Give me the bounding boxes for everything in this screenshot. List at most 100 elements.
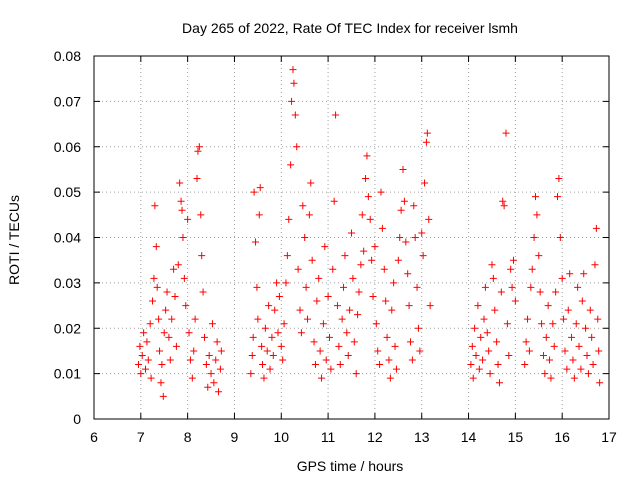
data-point	[542, 333, 550, 341]
data-point	[362, 175, 370, 183]
data-point	[371, 243, 379, 251]
data-point	[215, 388, 223, 396]
y-axis-label: ROTI / TECUs	[6, 195, 22, 285]
data-point	[592, 224, 600, 232]
data-point	[524, 315, 532, 323]
data-point	[260, 374, 268, 382]
data-point	[527, 283, 535, 291]
data-point	[377, 188, 385, 196]
y-tick-label: 0.08	[54, 48, 81, 64]
data-point	[485, 347, 493, 355]
data-point	[143, 338, 151, 346]
data-point	[338, 315, 346, 323]
data-point	[497, 288, 505, 296]
data-point	[474, 302, 482, 310]
data-point	[216, 365, 224, 373]
data-point	[294, 265, 302, 273]
data-point	[299, 202, 307, 210]
data-point	[275, 292, 283, 300]
data-point	[369, 292, 377, 300]
data-point	[483, 329, 491, 337]
data-point	[385, 356, 393, 364]
data-point	[422, 138, 430, 146]
data-point	[134, 361, 142, 369]
data-point	[343, 329, 351, 337]
data-point	[170, 265, 178, 273]
data-point	[336, 361, 344, 369]
x-tick-label: 12	[367, 429, 383, 445]
data-point	[340, 283, 348, 291]
data-point	[563, 365, 571, 373]
data-point	[354, 311, 362, 319]
data-point	[467, 361, 475, 369]
data-point	[147, 374, 155, 382]
data-point	[509, 256, 517, 264]
data-point	[316, 347, 324, 355]
data-point	[158, 361, 166, 369]
data-point	[538, 320, 546, 328]
data-point	[488, 261, 496, 269]
data-point	[285, 215, 293, 223]
data-point	[184, 215, 192, 223]
y-tick-label: 0.05	[54, 184, 81, 200]
data-point	[315, 274, 323, 282]
data-point	[153, 283, 161, 291]
data-point	[250, 188, 258, 196]
y-tick-label: 0	[73, 411, 81, 427]
data-point	[502, 129, 510, 137]
x-tick-label: 11	[321, 429, 336, 445]
data-point	[152, 243, 160, 251]
data-point	[322, 356, 330, 364]
data-point	[414, 324, 422, 332]
data-points	[134, 66, 604, 400]
data-point	[197, 211, 205, 219]
data-point	[204, 383, 212, 391]
data-point	[390, 279, 398, 287]
y-tick-label: 0.02	[54, 320, 81, 336]
data-point	[494, 361, 502, 369]
chart-title: Day 265 of 2022, Rate Of TEC Index for r…	[182, 20, 518, 36]
data-point	[508, 283, 516, 291]
data-point	[564, 306, 572, 314]
data-point	[378, 224, 386, 232]
data-point	[368, 256, 376, 264]
data-point	[425, 215, 433, 223]
data-point	[202, 361, 210, 369]
data-point	[311, 361, 319, 369]
data-point	[392, 365, 400, 373]
data-point	[396, 234, 404, 241]
data-point	[555, 175, 563, 183]
data-point	[539, 351, 547, 359]
data-point	[258, 342, 266, 350]
data-point	[137, 370, 145, 378]
data-point	[479, 356, 487, 364]
data-point	[582, 324, 590, 332]
x-tick-label: 13	[414, 429, 430, 445]
data-point	[397, 206, 405, 214]
data-point	[491, 306, 499, 314]
data-point	[213, 338, 221, 346]
data-point	[327, 365, 335, 373]
data-point	[177, 197, 185, 205]
data-point	[253, 283, 261, 291]
data-point	[591, 261, 599, 269]
data-point	[200, 333, 208, 341]
data-point	[149, 297, 157, 305]
data-point	[568, 333, 576, 341]
data-point	[352, 370, 360, 378]
x-tick-label: 6	[90, 429, 98, 445]
data-point	[273, 279, 281, 287]
data-point	[419, 252, 427, 260]
data-point	[171, 292, 179, 300]
data-point	[198, 252, 206, 260]
data-point	[185, 329, 193, 337]
data-point	[536, 288, 544, 296]
data-point	[355, 288, 363, 296]
data-point	[357, 261, 365, 269]
data-point	[348, 229, 355, 237]
data-point	[350, 338, 358, 346]
data-point	[207, 370, 215, 378]
data-point	[528, 265, 536, 273]
data-point	[521, 361, 529, 369]
data-point	[481, 283, 489, 291]
